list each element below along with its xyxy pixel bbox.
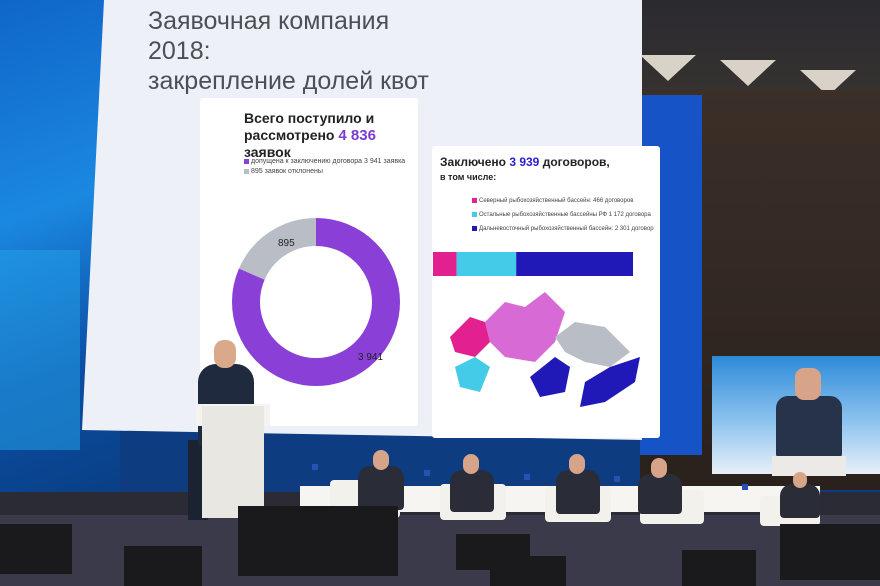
applications-heading-prefix: рассмотрено xyxy=(244,127,335,143)
applications-heading-line1: Всего поступило и xyxy=(244,110,375,126)
contracts-heading-line2: в том числе: xyxy=(440,172,497,182)
left-wave-decor-light xyxy=(0,250,80,450)
applications-total: 4 836 xyxy=(338,127,376,144)
side-screen-podium xyxy=(772,456,846,476)
legend-north: Северный рыбохозяйственный бассейн: 466 … xyxy=(472,198,633,204)
panelist-face xyxy=(569,454,585,474)
russia-map xyxy=(450,292,640,407)
map-region-central xyxy=(485,292,565,362)
table-flag xyxy=(614,476,620,482)
contracts-stacked-bar xyxy=(433,252,633,276)
panelist xyxy=(358,466,404,510)
map-region-north xyxy=(450,317,490,357)
map-region-south xyxy=(455,357,490,392)
map-region-siberia xyxy=(530,357,570,397)
donut-label-rejected: 895 xyxy=(278,238,295,249)
side-screen-speaker xyxy=(776,396,842,458)
swatch-far-east xyxy=(472,226,477,231)
legend-other-label: Остальные рыбохозяйственные бассейны РФ … xyxy=(479,212,651,219)
table-flag xyxy=(742,484,748,490)
ceiling-panel xyxy=(640,55,696,81)
slide-title-line1: Заявочная компания 2018: xyxy=(148,7,390,65)
table-flag xyxy=(312,464,318,470)
applications-heading-suffix: заявок xyxy=(244,144,291,160)
podium xyxy=(202,406,264,518)
slide-title-line2: закрепление долей квот xyxy=(148,67,429,95)
donut-slice-rejected xyxy=(232,218,400,386)
legend-other: Остальные рыбохозяйственные бассейны РФ … xyxy=(472,212,651,218)
contracts-heading-suffix: договоров, xyxy=(542,155,610,169)
swatch-admitted xyxy=(244,158,249,164)
ceiling-panel xyxy=(720,60,776,86)
legend-far-east-label: Дальневосточный рыбохозяйственный бассей… xyxy=(479,226,654,233)
map-region-east xyxy=(555,322,630,367)
table-flag xyxy=(524,474,530,480)
contracts-total: 3 939 xyxy=(509,155,540,169)
panelist xyxy=(780,484,820,518)
legend-far-east: Дальневосточный рыбохозяйственный бассей… xyxy=(472,226,654,232)
stage-monitor xyxy=(238,506,398,576)
legend-north-label: Северный рыбохозяйственный бассейн: 466 … xyxy=(479,198,634,205)
swatch-other xyxy=(472,212,477,217)
map-region-far-east xyxy=(580,357,640,407)
applications-heading: Всего поступило и рассмотрено 4 836 заяв… xyxy=(244,110,414,161)
contracts-heading: Заключено 3 939 договоров, в том числе: xyxy=(440,155,640,185)
contracts-heading-prefix: Заключено xyxy=(440,155,506,169)
panelist xyxy=(556,470,600,514)
panelist-face xyxy=(793,472,807,488)
legend-admitted-label: допущена к заключению договора 3 941 зая… xyxy=(251,158,406,165)
legend-rejected: 895 заявок отклонены xyxy=(244,168,323,175)
bar-segment-other xyxy=(456,252,517,276)
swatch-rejected xyxy=(244,168,249,174)
stage-monitor xyxy=(682,550,756,586)
legend-admitted: допущена к заключению договора 3 941 зая… xyxy=(244,158,405,165)
slide-title: Заявочная компания 2018: закрепление дол… xyxy=(148,6,448,96)
side-screen-speaker-face xyxy=(795,368,821,400)
panelist-face xyxy=(651,458,667,478)
stage-monitor xyxy=(780,524,880,580)
bar-segment-north xyxy=(433,252,457,276)
panelist xyxy=(638,474,682,514)
donut-label-admitted: 3 941 xyxy=(358,352,383,363)
legend-rejected-label: 895 заявок отклонены xyxy=(251,168,323,175)
stage-monitor xyxy=(124,546,202,586)
bar-segment-far-east xyxy=(516,252,633,276)
speaker-face xyxy=(214,340,236,368)
applications-donut-chart: 3 941 895 xyxy=(232,218,400,386)
stage-monitor xyxy=(0,524,72,574)
panelist-face xyxy=(373,450,389,470)
swatch-north xyxy=(472,198,477,203)
stage-monitor xyxy=(490,556,566,586)
panelist xyxy=(450,470,494,512)
table-flag xyxy=(424,470,430,476)
panelist-face xyxy=(463,454,479,474)
